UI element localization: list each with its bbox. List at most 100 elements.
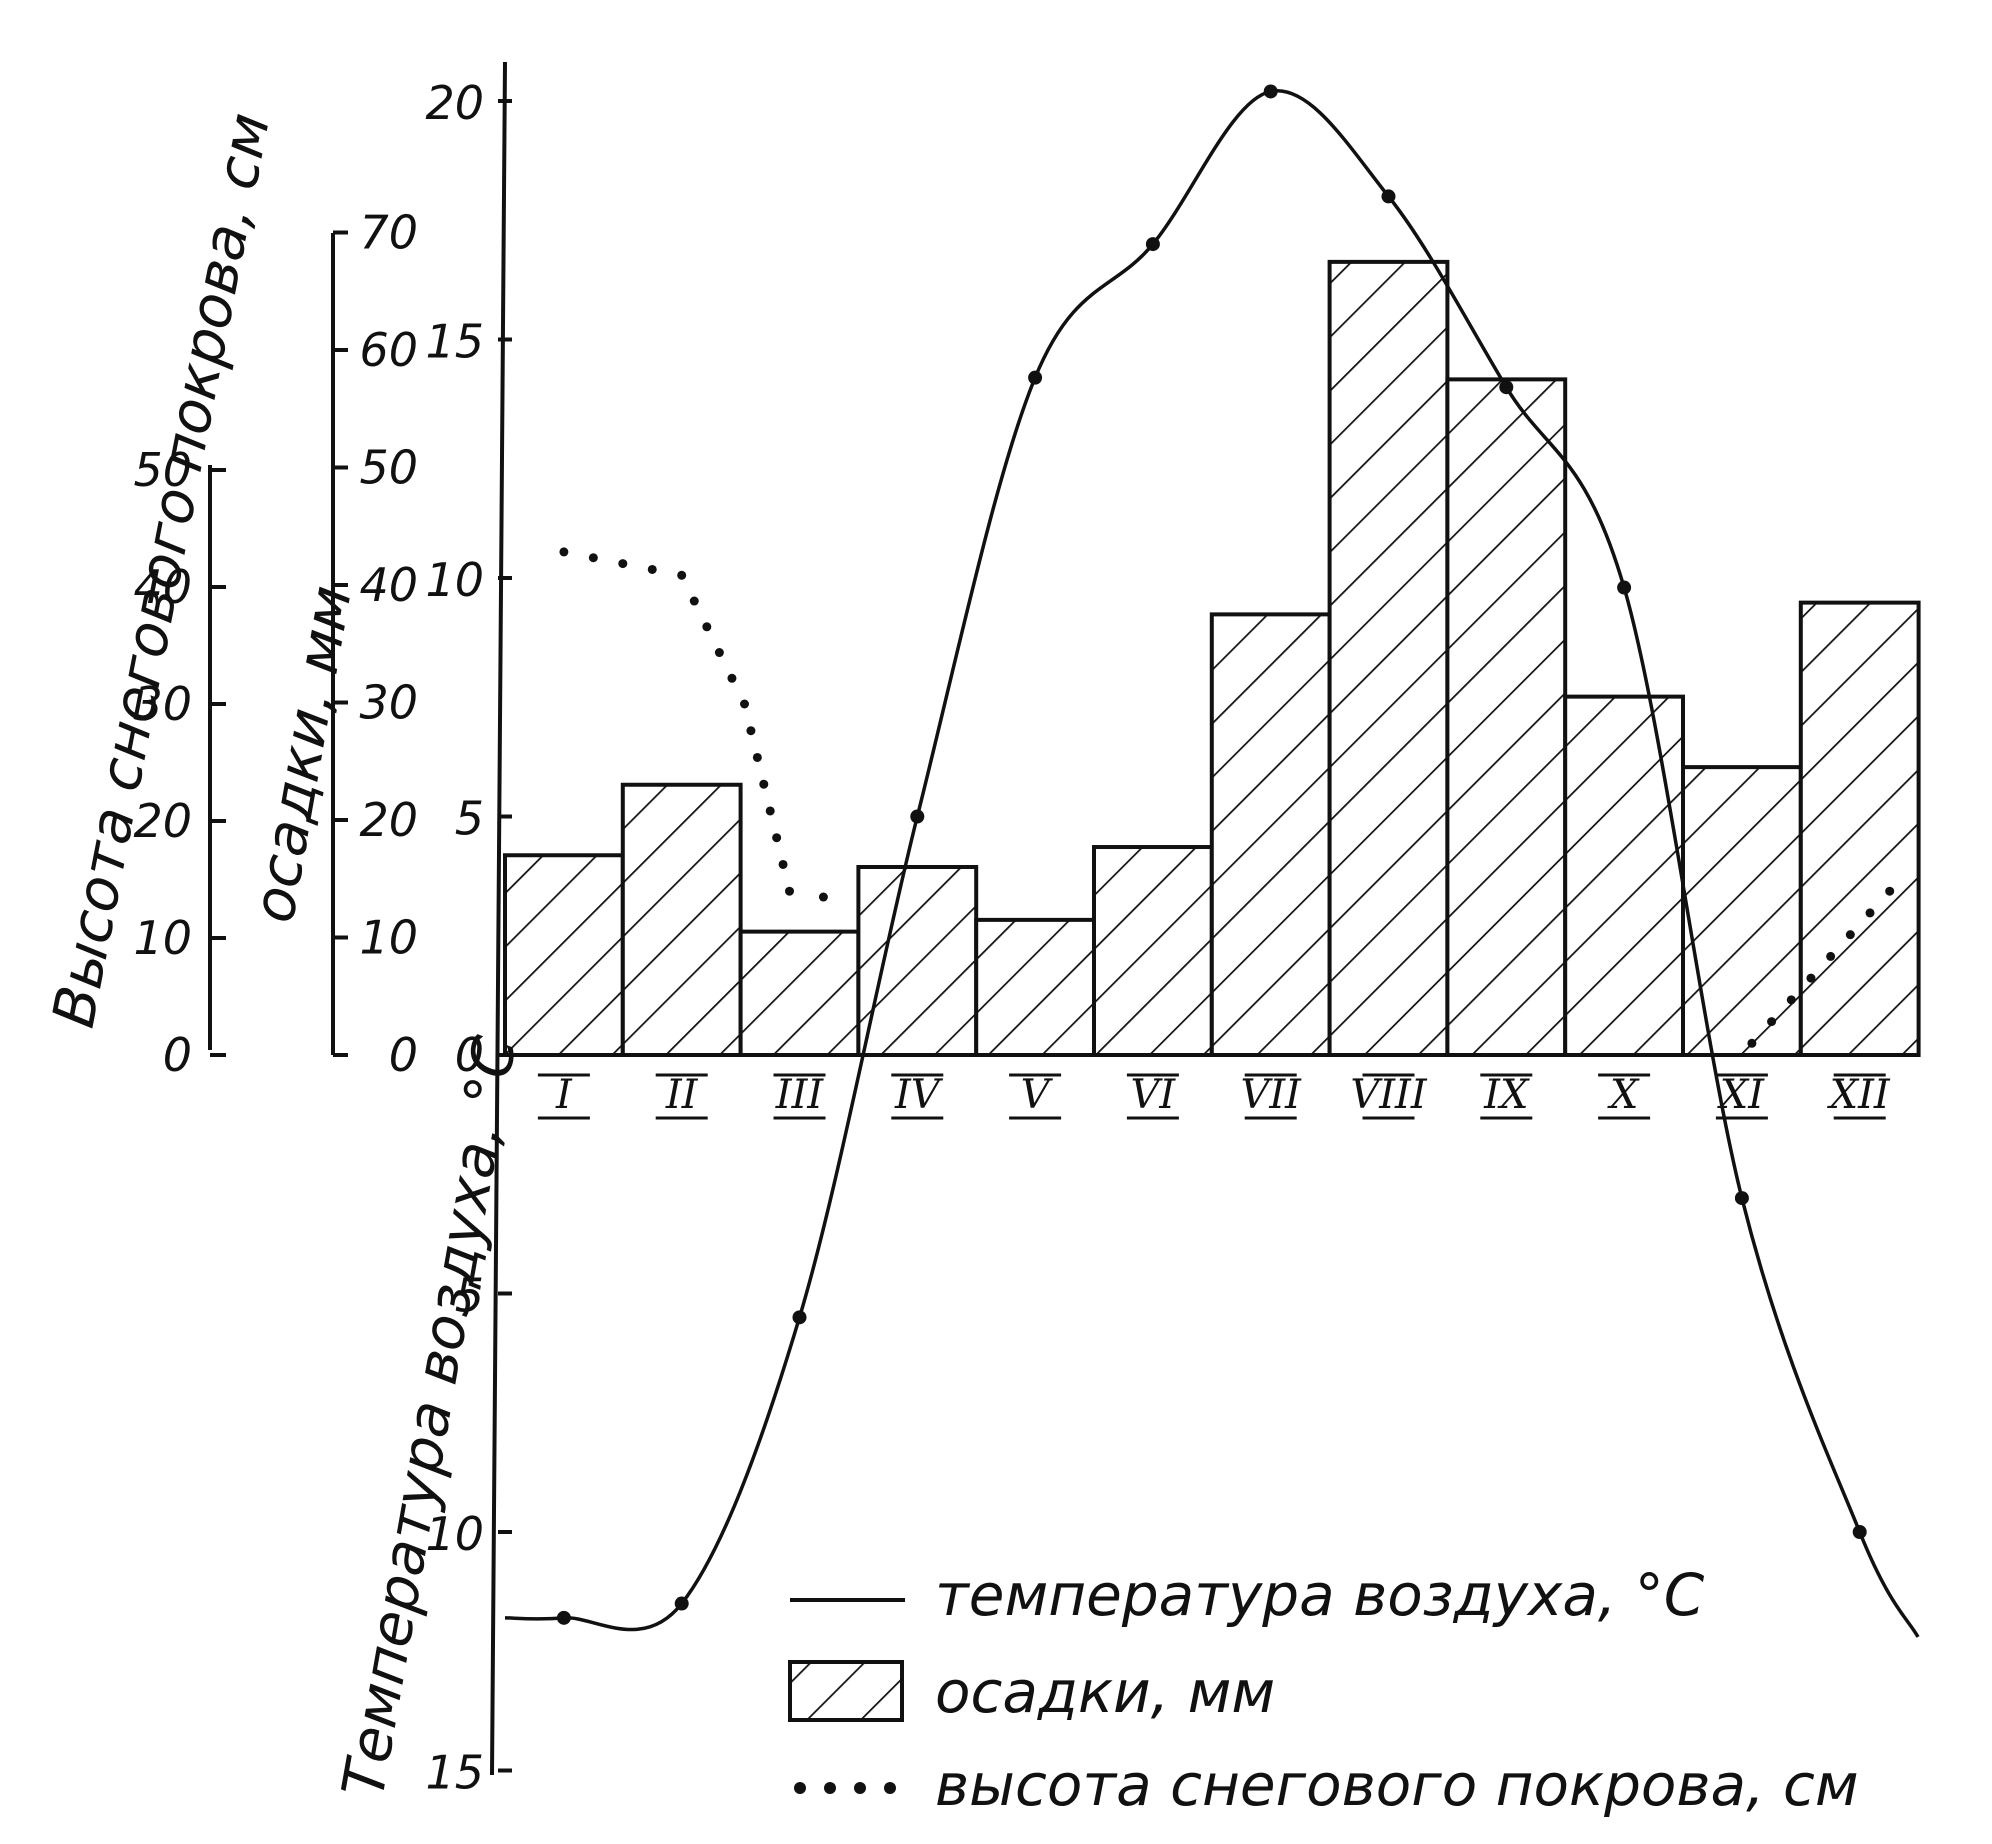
snow-dot bbox=[727, 673, 737, 683]
snow-dot bbox=[1865, 908, 1875, 918]
temperature-point bbox=[1617, 580, 1632, 595]
precipitation-bar bbox=[1445, 377, 1568, 1057]
snow-dot bbox=[759, 779, 769, 789]
snow-dot bbox=[677, 570, 687, 580]
temperature-tick-label: 15 bbox=[425, 1746, 484, 1800]
precipitation-bars bbox=[503, 259, 1921, 1058]
precipitation-tick-label: 0 bbox=[389, 1028, 418, 1082]
temperature-tick-label: 10 bbox=[425, 1507, 484, 1561]
precipitation-bar bbox=[1798, 600, 1921, 1057]
snow-tick-label: 20 bbox=[133, 794, 192, 848]
precipitation-tick-label: 60 bbox=[359, 323, 418, 377]
snow-dot bbox=[752, 752, 762, 762]
temperature-point bbox=[1028, 370, 1043, 385]
snow-dot bbox=[785, 886, 794, 896]
snow-dot bbox=[740, 699, 749, 709]
precipitation-tick-label: 20 bbox=[359, 793, 418, 847]
month-label: XI bbox=[1717, 1072, 1765, 1118]
precipitation-bar bbox=[738, 929, 861, 1057]
snow-dot bbox=[765, 806, 775, 816]
temperature-point bbox=[1734, 1191, 1749, 1206]
snow-dot bbox=[588, 553, 598, 563]
precipitation-tick-label: 70 bbox=[359, 206, 418, 260]
temperature-points bbox=[556, 84, 1867, 1625]
snow-dot bbox=[1747, 1038, 1757, 1048]
month-label: II bbox=[665, 1072, 699, 1118]
snow-dot bbox=[618, 559, 628, 569]
snow-dot bbox=[1806, 973, 1816, 983]
snow-dot bbox=[1786, 995, 1796, 1005]
temperature-point bbox=[1499, 380, 1514, 395]
snow-tick-label: 10 bbox=[133, 911, 192, 965]
temperature-tick-label: 15 bbox=[425, 315, 484, 369]
temperature-tick-label: 20 bbox=[425, 76, 484, 130]
temperature-point bbox=[674, 1596, 689, 1611]
temperature-line bbox=[504, 89, 1920, 1638]
snow-tick-label: 0 bbox=[163, 1028, 192, 1082]
snow-dot bbox=[746, 726, 756, 736]
temperature-tick-label: 10 bbox=[425, 553, 484, 607]
precipitation-tick-label: 50 bbox=[359, 441, 418, 495]
temperature-point bbox=[1145, 237, 1160, 252]
precipitation-bar bbox=[974, 917, 1097, 1057]
precipitation-bar bbox=[1209, 612, 1332, 1057]
snow-dot bbox=[559, 547, 569, 557]
precipitation-bar bbox=[856, 865, 979, 1057]
precipitation-tick-label: 30 bbox=[359, 676, 418, 730]
month-label: XII bbox=[1827, 1072, 1891, 1118]
snow-dot bbox=[702, 622, 712, 632]
precipitation-bar bbox=[1327, 259, 1450, 1057]
precipitation-bar bbox=[1563, 694, 1685, 1057]
month-label: IX bbox=[1483, 1072, 1530, 1118]
month-label: VIII bbox=[1350, 1072, 1427, 1118]
snow-dot bbox=[1767, 1017, 1777, 1027]
month-label: VI bbox=[1131, 1072, 1177, 1118]
snow-tick-label: 50 bbox=[133, 443, 192, 497]
temperature-point bbox=[792, 1310, 807, 1325]
temperature-axis-ticks: 20 15 10 5 0 5 10 15 bbox=[425, 76, 512, 1800]
temperature-axis-title: Температура воздуха, °С bbox=[329, 1031, 530, 1802]
precipitation-bar bbox=[1092, 845, 1214, 1058]
precipitation-bar bbox=[620, 782, 743, 1057]
precipitation-tick-label: 40 bbox=[359, 558, 418, 612]
snow-dot bbox=[1885, 886, 1895, 896]
legend: температура воздуха, °С осадки, мм высот… bbox=[788, 1561, 1859, 1819]
legend-precipitation-label: осадки, мм bbox=[935, 1658, 1275, 1726]
temperature-point bbox=[1263, 84, 1278, 99]
legend-temperature-label: температура воздуха, °С bbox=[935, 1561, 1705, 1629]
month-label: III bbox=[775, 1072, 825, 1118]
precipitation-tick-label: 10 bbox=[359, 911, 418, 965]
temperature-axis-line bbox=[490, 61, 507, 1776]
temperature-tick-label: 5 bbox=[455, 792, 484, 846]
month-label: VII bbox=[1240, 1072, 1302, 1118]
snow-tick-label: 30 bbox=[133, 677, 192, 731]
precipitation-axis-title: осадки, мм bbox=[239, 581, 365, 928]
temperature-tick-label: 0 bbox=[455, 1028, 484, 1082]
temperature-tick-label: 5 bbox=[455, 1269, 484, 1323]
legend-hatched-box-symbol bbox=[788, 1660, 904, 1722]
snow-dot bbox=[714, 648, 724, 658]
month-label: I bbox=[555, 1072, 573, 1118]
month-label: X bbox=[1607, 1072, 1640, 1118]
snow-dot bbox=[778, 859, 788, 869]
temperature-point bbox=[1381, 189, 1396, 204]
snow-tick-label: 40 bbox=[133, 560, 192, 614]
month-labels: I II III IV V VI VII VIII IX X XI XII bbox=[537, 1072, 1891, 1120]
legend-dots-symbol bbox=[794, 1782, 896, 1794]
precipitation-axis-ticks: 0 10 20 30 40 50 60 70 bbox=[333, 206, 418, 1082]
precipitation-bar bbox=[1681, 765, 1803, 1057]
legend-snow-label: высота снегового покрова, см bbox=[935, 1751, 1859, 1819]
snow-dot bbox=[1845, 930, 1855, 940]
temperature-point bbox=[910, 809, 925, 824]
month-label: V bbox=[1021, 1072, 1054, 1118]
snow-dot bbox=[818, 892, 828, 902]
snow-dot bbox=[647, 564, 657, 574]
snow-dot bbox=[772, 833, 782, 843]
month-label: IV bbox=[894, 1072, 944, 1118]
temperature-point bbox=[556, 1610, 571, 1625]
snow-dot bbox=[689, 596, 699, 606]
snow-cover-dots bbox=[559, 547, 1895, 1048]
snow-dot bbox=[1826, 951, 1836, 961]
precipitation-bar bbox=[503, 853, 625, 1057]
temperature-point bbox=[1852, 1525, 1867, 1539]
